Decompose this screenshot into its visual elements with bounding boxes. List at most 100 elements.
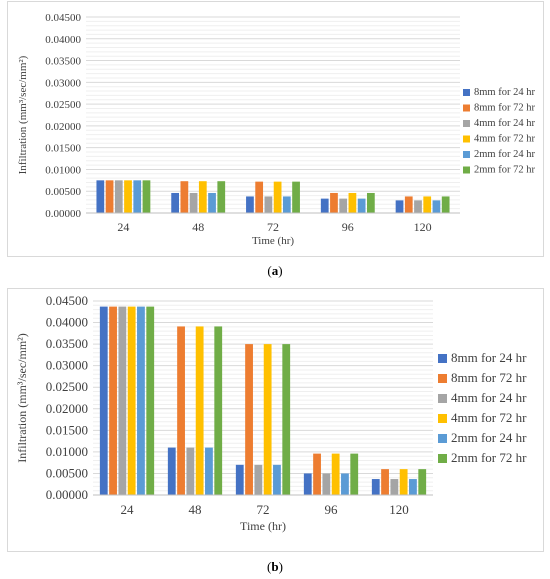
y-tick-label: 0.04500 — [45, 12, 81, 24]
legend-entry: 2mm for 24 hr — [451, 430, 527, 445]
legend-swatch — [463, 104, 470, 112]
bar — [217, 181, 226, 213]
legend-swatch — [463, 166, 470, 174]
bar — [303, 473, 312, 495]
y-tick-label: 0.02000 — [45, 121, 81, 133]
legend-swatch — [463, 151, 470, 158]
y-tick-label: 0.02500 — [45, 99, 81, 111]
bar — [109, 306, 117, 495]
bar — [390, 479, 399, 495]
bar — [205, 447, 213, 495]
bar — [423, 196, 432, 213]
bar — [198, 181, 207, 213]
caption-a-label: a — [271, 263, 279, 278]
bar — [137, 306, 145, 495]
x-tick-label: 72 — [267, 220, 279, 234]
bar — [366, 192, 375, 213]
bar — [381, 469, 389, 495]
chart-panel-a: 0.00000 0.00500 0.01000 0.01500 0.02000 0.025… — [7, 1, 544, 257]
y-tick-label: 0.03500 — [45, 56, 81, 68]
bar — [339, 198, 348, 213]
y-tick-label: 0.04500 — [46, 293, 88, 308]
legend-swatch — [463, 135, 470, 143]
x-tick-label: 24 — [121, 502, 135, 517]
legend-entry: 4mm for 72 hr — [474, 134, 535, 145]
bar — [167, 447, 176, 495]
x-tick-label: 96 — [342, 220, 354, 234]
bar — [146, 306, 155, 495]
legend-entry: 8mm for 24 hr — [451, 350, 527, 365]
chart-a-svg: 0.00000 0.00500 0.01000 0.01500 0.02000 0.025… — [17, 12, 535, 247]
bar — [441, 196, 450, 213]
y-axis-label: Infiltration (mm³/sec/mm²) — [17, 55, 29, 174]
x-tick-label: 48 — [189, 502, 202, 517]
legend-entry: 4mm for 72 hr — [451, 410, 527, 425]
legend-entry: 2mm for 72 hr — [474, 165, 535, 176]
x-tick-label: 120 — [414, 220, 432, 234]
y-tick-label: 0.00000 — [45, 208, 81, 220]
bar — [171, 192, 180, 213]
bar — [273, 181, 282, 213]
y-tick-label: 0.02500 — [46, 379, 88, 394]
bar — [254, 464, 263, 495]
legend-entry: 8mm for 24 hr — [474, 87, 535, 98]
y-tick-label: 0.01500 — [45, 143, 81, 155]
bar — [142, 180, 151, 213]
x-tick-label: 96 — [325, 502, 339, 517]
bar — [357, 198, 366, 213]
bar — [177, 326, 185, 495]
x-tick-label: 24 — [117, 220, 129, 234]
legend-swatch — [438, 454, 447, 463]
y-tick-label: 0.03000 — [46, 358, 88, 373]
bar — [313, 453, 321, 495]
bar — [322, 473, 331, 495]
bar — [418, 469, 427, 495]
legend-swatch — [463, 89, 470, 96]
y-axis-label: Infiltration (mm³/sec/mm²) — [15, 333, 29, 463]
legend-entry: 4mm for 24 hr — [474, 118, 535, 129]
y-tick-label: 0.04000 — [46, 315, 88, 330]
legend-entry: 8mm for 72 hr — [474, 103, 535, 114]
chart-b-svg: 0.00000 0.00500 0.01000 0.01500 0.02000 0.025… — [15, 293, 527, 533]
chart-panel-b: 0.00000 0.00500 0.01000 0.01500 0.02000 0.025… — [7, 288, 544, 552]
bar — [263, 344, 272, 495]
bar — [341, 473, 349, 495]
bar — [186, 447, 195, 495]
bar — [180, 181, 189, 213]
bar — [404, 196, 413, 213]
bar — [255, 181, 264, 213]
y-tick-label: 0.00500 — [46, 465, 88, 480]
bar — [292, 181, 300, 213]
bar — [371, 479, 380, 495]
y-tick-label: 0.04000 — [45, 34, 81, 46]
bar — [245, 344, 253, 495]
bar — [235, 464, 244, 495]
bar — [114, 180, 123, 213]
y-tick-label: 0.02000 — [46, 401, 88, 416]
legend-swatch — [438, 354, 447, 363]
bar — [348, 192, 357, 213]
bar — [96, 180, 105, 213]
caption-b: (b) — [267, 559, 283, 574]
caption-a: (a) — [267, 263, 283, 278]
legend-entry: 4mm for 24 hr — [451, 390, 527, 405]
legend-swatch — [438, 414, 447, 423]
bar — [127, 306, 136, 495]
bar — [409, 479, 417, 495]
bar — [282, 196, 291, 213]
y-tick-label: 0.00000 — [46, 487, 88, 502]
y-tick-label: 0.03500 — [46, 336, 88, 351]
bar — [133, 180, 142, 213]
bar — [282, 344, 291, 495]
y-tick-label: 0.01000 — [45, 164, 81, 176]
legend-entry: 2mm for 24 hr — [474, 149, 535, 160]
y-tick-label: 0.01500 — [46, 422, 88, 437]
bar — [432, 200, 441, 213]
bar — [331, 453, 340, 495]
legend-entry: 8mm for 72 hr — [451, 370, 527, 385]
bar — [118, 306, 127, 495]
legend-swatch — [438, 394, 447, 403]
x-axis-label: Time (hr) — [240, 519, 286, 533]
bar — [399, 469, 408, 495]
caption-b-label: b — [271, 559, 279, 574]
